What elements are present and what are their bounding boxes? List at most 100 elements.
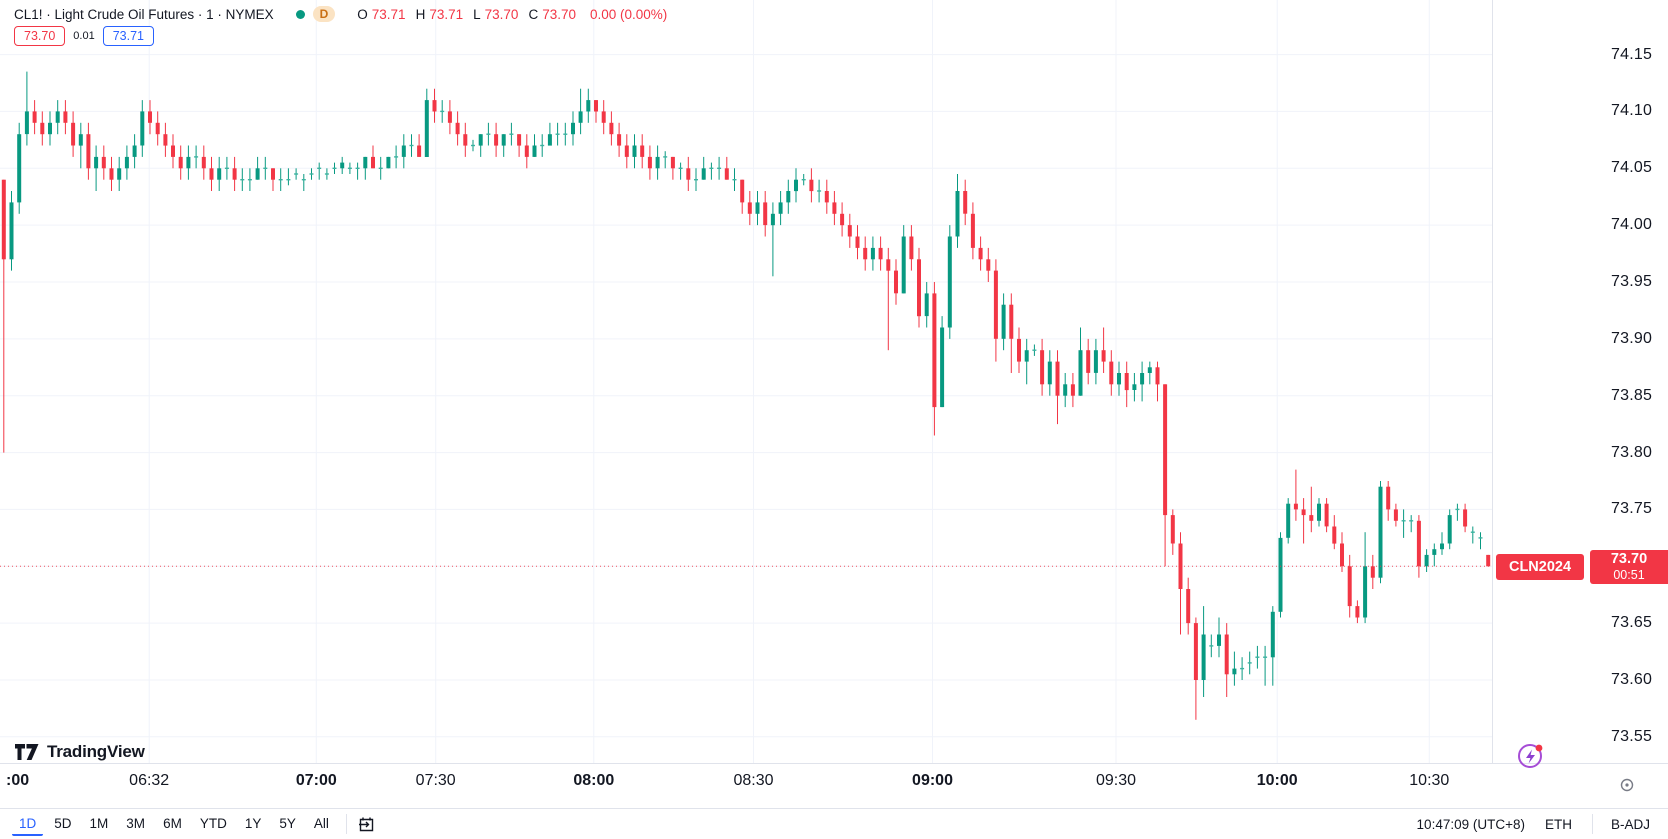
candle-up — [571, 122, 575, 135]
candle-down — [1040, 350, 1045, 385]
candle-down — [724, 168, 729, 180]
candle-down — [1, 179, 6, 260]
time-axis[interactable]: :00 06:32 07:00 07:30 08:00 08:30 09:00 09:30 10… — [0, 763, 1668, 808]
market-status-icon[interactable] — [295, 9, 305, 19]
candle-down — [970, 213, 975, 248]
candle-up — [24, 111, 29, 135]
sell-price-button[interactable]: 73.70 — [14, 26, 66, 46]
candle-down — [686, 168, 691, 180]
candle-up — [778, 202, 783, 214]
candle-up — [1117, 373, 1121, 385]
goto-date-button[interactable] — [357, 815, 376, 834]
candle-up — [424, 100, 429, 157]
range-button-5D[interactable]: 5D — [54, 815, 72, 831]
candle-down — [1124, 373, 1129, 391]
session-button[interactable]: ETH — [1544, 816, 1572, 832]
candle-down — [1101, 350, 1106, 362]
candle-up — [124, 156, 129, 169]
candle-down — [63, 111, 68, 123]
toolbar-right: 10:47:09 (UTC+8) ETH B-ADJ — [1407, 814, 1658, 834]
calendar-goto-icon — [358, 817, 374, 831]
range-button-YTD[interactable]: YTD — [199, 815, 227, 831]
price-axis[interactable]: 74.15 74.10 74.05 74.00 73.95 73.90 73.85 73.80… — [1492, 0, 1668, 763]
candle-up — [17, 134, 22, 203]
candles-layer — [1, 71, 1491, 720]
time-tick-label: 07:30 — [415, 772, 456, 789]
candle-up — [1217, 634, 1221, 646]
candle-down — [624, 145, 629, 157]
time-tick-label: 07:00 — [295, 772, 337, 789]
candle-down — [832, 202, 837, 214]
candle-down — [1163, 384, 1168, 516]
candle-down — [1347, 566, 1352, 607]
candle-down — [447, 111, 452, 123]
buy-price-button[interactable]: 73.71 — [102, 26, 154, 46]
bottom-toolbar: 1D 5D 1M 3M 6M YTD 1Y 5Y All 10:47:09 (UTC+8) ET… — [0, 808, 1668, 839]
candle-up — [1286, 503, 1291, 538]
candlestick-chart[interactable] — [0, 0, 1492, 763]
candle-down — [670, 156, 675, 169]
candle-down — [494, 134, 499, 146]
candle-down — [1324, 503, 1329, 527]
candle-down — [271, 168, 275, 180]
candle-down — [978, 247, 983, 260]
candle-up — [1147, 367, 1152, 373]
candle-up — [1317, 503, 1321, 521]
current-price-label: 73.70 00:51 — [1590, 550, 1668, 584]
candle-up — [48, 122, 52, 135]
symbol-title[interactable]: CL1! · Light Crude Oil Futures · 1 · NYM… — [14, 6, 274, 22]
candle-down — [1224, 634, 1229, 675]
candle-up — [924, 293, 929, 317]
candle-up — [386, 156, 391, 169]
candle-up — [655, 156, 660, 169]
candle-up — [1078, 350, 1083, 396]
price-tick-label: 73.65 — [1611, 614, 1653, 632]
candle-up — [478, 134, 483, 146]
candle-down — [1086, 350, 1091, 373]
time-tick-label: 09:00 — [912, 772, 953, 789]
candle-down — [109, 168, 114, 180]
candle-down — [993, 270, 998, 339]
candle-up — [117, 168, 122, 180]
candle-down — [1332, 526, 1337, 544]
candle-down — [986, 259, 991, 271]
candle-down — [1370, 566, 1375, 578]
range-button-6M[interactable]: 6M — [163, 815, 182, 831]
ohlc-key: L — [473, 6, 481, 22]
candle-up — [1063, 384, 1068, 396]
candle-down — [1109, 361, 1114, 385]
range-button-All[interactable]: All — [313, 815, 329, 831]
range-button-1M[interactable]: 1M — [89, 815, 109, 831]
time-tick-label: 10:30 — [1409, 772, 1450, 789]
range-button-5Y[interactable]: 5Y — [279, 815, 296, 831]
ohlc-value: 73.70 — [542, 6, 576, 22]
range-button-1D[interactable]: 1D — [12, 813, 44, 836]
adjustment-button[interactable]: B-ADJ — [1610, 816, 1650, 832]
candle-down — [1293, 503, 1298, 510]
price-tick-label: 73.75 — [1611, 500, 1653, 518]
price-tick-label: 73.95 — [1611, 273, 1653, 290]
tradingview-logo-icon — [15, 744, 39, 760]
candle-down — [1486, 554, 1491, 567]
candle-up — [1093, 350, 1098, 373]
candle-up — [78, 134, 83, 146]
ohlc-value: 73.71 — [371, 6, 406, 22]
candle-up — [1047, 361, 1052, 385]
candle-down — [432, 100, 437, 112]
circle-dot-icon[interactable] — [1618, 776, 1636, 794]
range-button-1Y[interactable]: 1Y — [244, 815, 262, 831]
candle-down — [163, 134, 168, 146]
interval-badge[interactable]: D — [312, 6, 336, 22]
range-button-3M[interactable]: 3M — [126, 815, 146, 831]
ohlc-key: O — [357, 6, 368, 22]
candle-down — [1193, 623, 1198, 680]
candle-down — [1070, 384, 1075, 396]
clock[interactable]: 10:47:09 (UTC+8) — [1416, 816, 1525, 832]
chart-pane[interactable] — [0, 0, 1492, 763]
candle-down — [917, 259, 921, 317]
candle-up — [255, 168, 260, 180]
candle-up — [94, 156, 99, 169]
candle-up — [55, 111, 60, 123]
spark-button[interactable] — [1516, 740, 1546, 770]
tradingview-logo[interactable]: TradingView — [14, 742, 145, 762]
